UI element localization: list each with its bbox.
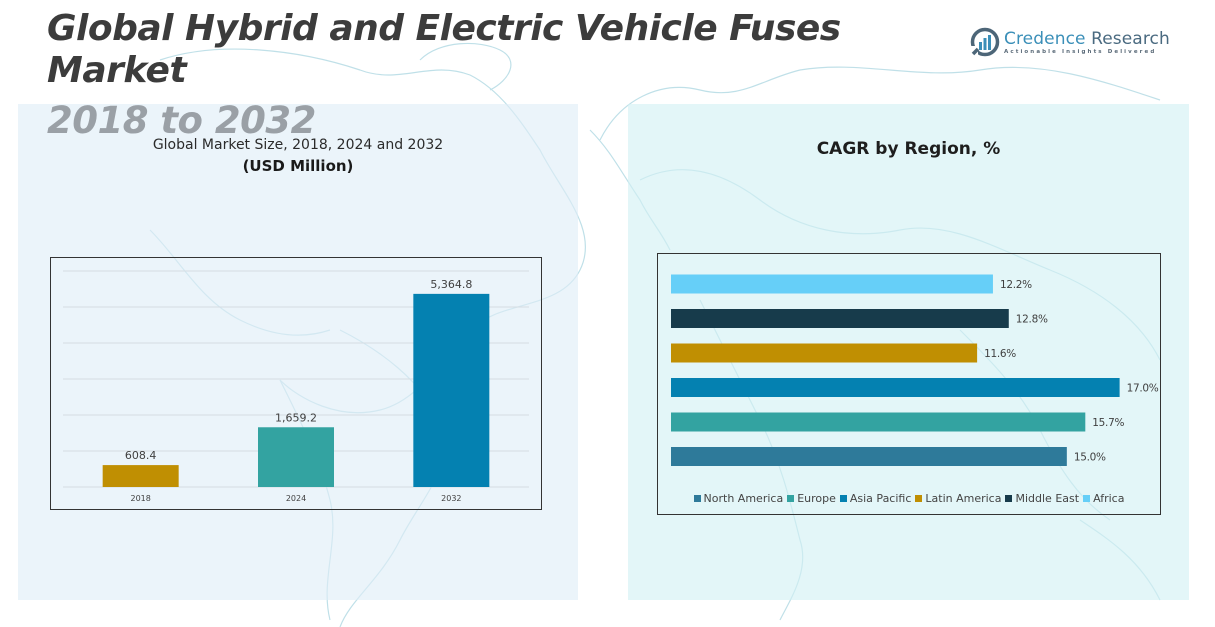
legend-label: Europe [797, 492, 836, 505]
legend-label: Asia Pacific [849, 492, 912, 505]
legend-swatch [787, 495, 795, 502]
market-size-bar-chart: 608.4 2018 1,659.2 2024 5,364.8 2032 [63, 270, 529, 503]
market-size-unit: (USD Million) [242, 157, 354, 175]
bar-2032 [413, 293, 490, 487]
data-label-africa: 12.2% [1000, 279, 1032, 291]
credence-research-logo: Credence Research Actionable Insights De… [970, 27, 1170, 57]
cagr-chart-title: CAGR by Region, % [816, 139, 1001, 159]
market-size-chart-title: Global Market Size, 2018, 2024 and 2032 … [18, 137, 578, 175]
title-line-1: Global Hybrid and Electric Vehicle Fuses [47, 8, 841, 49]
x-tick-2024: 2024 [286, 494, 306, 503]
legend-item-africa: Africa [1083, 492, 1124, 505]
legend-swatch [839, 495, 847, 502]
legend-label: Middle East [1015, 492, 1080, 505]
legend-item-latin-america: Latin America [915, 492, 1001, 505]
legend-swatch [915, 495, 923, 502]
data-label-2024: 1,659.2 [275, 411, 317, 424]
bar-2018 [102, 465, 179, 487]
legend-label: Latin America [925, 492, 1002, 505]
data-label-latin-america: 11.6% [984, 348, 1016, 360]
logo-name: Credence Research [1004, 28, 1170, 49]
legend-swatch [1083, 495, 1091, 502]
year-range: 2018 to 2032 [47, 99, 316, 142]
data-label-2018: 608.4 [125, 449, 156, 462]
legend-item-europe: Europe [787, 492, 836, 505]
legend-label: North America [703, 492, 784, 505]
bar-north-america [671, 447, 1067, 466]
legend-item-north-america: North America [693, 492, 784, 505]
title-line-2: Market [47, 50, 187, 91]
data-label-north-america: 15.0% [1074, 452, 1106, 464]
legend-item-middle-east: Middle East [1005, 492, 1079, 505]
legend-item-asia-pacific: Asia Pacific [839, 492, 912, 505]
data-label-2032: 5,364.8 [430, 278, 472, 291]
cagr-chart-frame: 12.2% 12.8% 11.6% 17.0% 15.7% 15.0% North Ame… [657, 253, 1161, 515]
bar-latin-america [671, 343, 978, 363]
data-label-asia-pacific: 17.0% [1127, 383, 1159, 395]
cagr-horizontal-bar-chart: 12.2% 12.8% 11.6% 17.0% 15.7% 15.0% [671, 274, 1159, 466]
bar-chart-circle-icon [970, 27, 1000, 57]
legend-label: Africa [1093, 492, 1125, 505]
page-title: Global Hybrid and Electric Vehicle Fuses… [47, 8, 847, 92]
legend-swatch [1005, 495, 1013, 502]
data-label-europe: 15.7% [1092, 417, 1124, 429]
market-size-chart-frame: 608.4 2018 1,659.2 2024 5,364.8 2032 [50, 257, 542, 510]
data-label-middle-east: 12.8% [1016, 314, 1048, 326]
bar-europe [671, 412, 1086, 432]
cagr-legend: North America Europe Asia Pacific Latin Ame… [658, 492, 1160, 505]
logo-tagline: Actionable Insights Delivered [1004, 48, 1157, 55]
bar-africa [671, 274, 993, 294]
bar-asia-pacific [671, 378, 1120, 397]
x-tick-2032: 2032 [441, 494, 461, 503]
x-tick-2018: 2018 [130, 494, 150, 503]
bar-2024 [258, 427, 334, 487]
market-size-title-text: Global Market Size, 2018, 2024 and 2032 [152, 137, 444, 153]
legend-swatch [693, 495, 701, 502]
bar-middle-east [671, 309, 1009, 328]
